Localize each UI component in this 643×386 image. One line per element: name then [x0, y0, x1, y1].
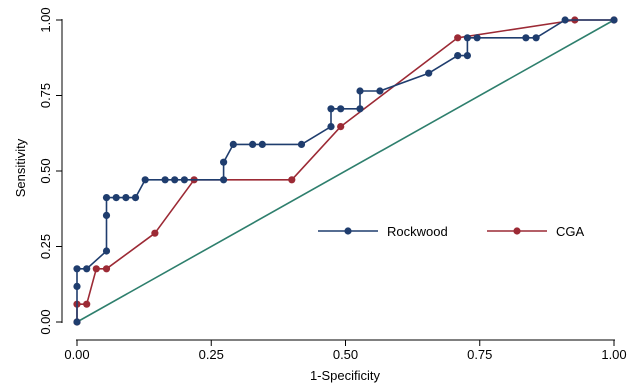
x-tick-label: 0.75: [467, 347, 492, 362]
point-rockwood: [249, 140, 257, 148]
point-cga: [337, 123, 345, 131]
y-tick-label: 1.00: [38, 7, 53, 32]
point-cga: [454, 34, 462, 42]
point-cga: [151, 229, 159, 237]
point-rockwood: [522, 34, 530, 42]
x-axis-title: 1-Specificity: [310, 368, 381, 383]
point-rockwood: [425, 69, 433, 77]
y-tick-label: 0.00: [38, 309, 53, 334]
point-rockwood: [220, 176, 228, 184]
series-rockwood: [73, 16, 618, 326]
point-rockwood: [102, 194, 111, 202]
point-rockwood: [532, 34, 540, 42]
point-rockwood: [376, 87, 384, 95]
point-rockwood: [112, 194, 120, 202]
point-rockwood: [180, 176, 188, 184]
point-rockwood: [463, 52, 471, 60]
legend-label-rockwood: Rockwood: [387, 224, 448, 239]
axes: 0.00 0.25 0.50 0.75 1.00 0.00 0.25 0.50 0.75 1.00: [38, 7, 627, 362]
series-line-reference: [76, 19, 615, 323]
series-layer: [73, 16, 618, 326]
y-tick-label: 0.50: [38, 158, 53, 183]
point-rockwood: [83, 265, 91, 273]
point-rockwood: [463, 34, 471, 42]
point-rockwood: [171, 176, 179, 184]
point-rockwood: [229, 140, 237, 148]
point-rockwood: [73, 265, 81, 273]
point-rockwood: [473, 34, 481, 42]
point-rockwood: [131, 194, 140, 202]
series-reference: [76, 19, 615, 323]
legend-entry-rockwood: Rockwood: [318, 224, 448, 239]
point-rockwood: [337, 105, 345, 113]
y-tick-label: 0.75: [38, 83, 53, 108]
point-cga: [288, 176, 296, 184]
point-rockwood: [561, 16, 569, 24]
point-cga: [102, 265, 111, 273]
point-rockwood: [327, 105, 335, 113]
point-rockwood: [327, 123, 335, 131]
legend-label-cga: CGA: [556, 224, 585, 239]
point-rockwood: [102, 247, 111, 255]
point-rockwood: [102, 211, 111, 219]
y-tick-label: 0.25: [38, 234, 53, 259]
x-tick-label: 1.00: [601, 347, 626, 362]
x-tick-label: 0.25: [199, 347, 224, 362]
point-rockwood: [356, 105, 364, 113]
legend-entry-cga: CGA: [487, 224, 585, 239]
point-rockwood: [73, 282, 81, 290]
point-rockwood: [258, 140, 266, 148]
point-rockwood: [610, 16, 618, 24]
point-rockwood: [122, 194, 130, 202]
point-rockwood: [161, 176, 169, 184]
point-rockwood: [356, 87, 364, 95]
point-rockwood: [73, 318, 81, 326]
legend: Rockwood CGA: [318, 224, 585, 239]
legend-marker-rockwood: [344, 227, 352, 235]
y-axis-title: Sensitivity: [13, 138, 28, 197]
point-cga: [92, 265, 100, 273]
x-tick-label: 0.00: [64, 347, 89, 362]
point-rockwood: [141, 176, 149, 184]
point-rockwood: [297, 140, 306, 148]
x-tick-label: 0.50: [333, 347, 358, 362]
point-rockwood: [454, 52, 462, 60]
point-rockwood: [220, 158, 228, 166]
point-cga: [83, 300, 91, 308]
legend-marker-cga: [513, 227, 521, 235]
